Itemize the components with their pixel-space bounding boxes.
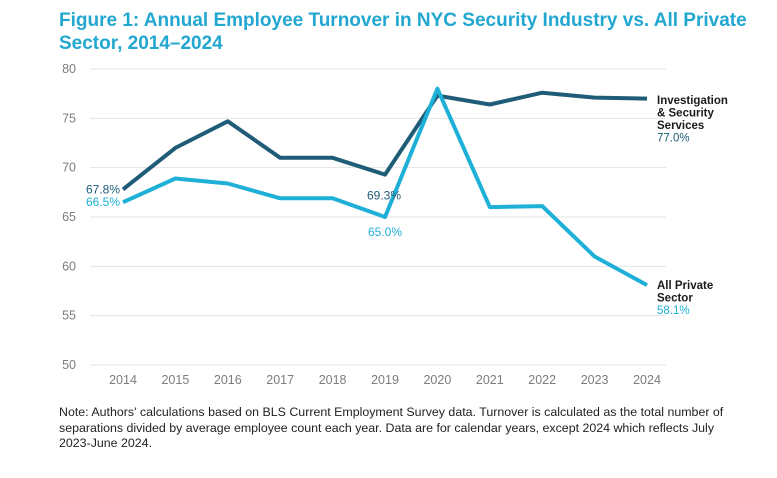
- data-labels: 67.8% 69.3% 66.5% 65.0% Investigation& Secur…: [86, 95, 728, 317]
- chart-note: Note: Authors' calculations based on BLS…: [59, 405, 724, 450]
- data-label-security: 69.3%: [367, 189, 401, 203]
- y-tick-label: 65: [62, 210, 76, 224]
- x-tick-label: 2015: [161, 373, 189, 387]
- y-tick-label: 75: [62, 111, 76, 125]
- x-axis-ticks: 2014 2015 2016 2017 2018 2019 2020 2021 2022 2023…: [109, 373, 661, 387]
- x-tick-label: 2021: [476, 373, 504, 387]
- x-tick-label: 2016: [214, 373, 242, 387]
- series-name-security: Services: [657, 120, 704, 132]
- x-tick-label: 2019: [371, 373, 399, 387]
- series-line-security: [121, 90, 648, 191]
- end-value-private: 58.1%: [657, 305, 690, 317]
- series-name-private: Sector: [657, 293, 693, 305]
- x-tick-label: 2023: [581, 373, 609, 387]
- y-tick-label: 55: [62, 309, 76, 323]
- y-tick-label: 50: [62, 358, 76, 372]
- chart-title: Figure 1: Annual Employee Turnover in NY…: [59, 10, 747, 54]
- series-line-private: [122, 86, 648, 287]
- y-tick-label: 70: [62, 161, 76, 175]
- y-axis-ticks: 50 55 60 65 70 75 80: [62, 62, 76, 372]
- series-lines: [121, 86, 648, 287]
- y-tick-label: 60: [62, 259, 76, 273]
- series-name-private: All Private: [657, 280, 713, 292]
- gridlines: [90, 68, 666, 366]
- data-label-private: 65.0%: [368, 225, 402, 239]
- data-label-private: 66.5%: [86, 195, 120, 209]
- series-name-security: & Security: [657, 108, 714, 120]
- y-tick-label: 80: [62, 62, 76, 76]
- x-tick-label: 2018: [319, 373, 347, 387]
- x-tick-label: 2022: [528, 373, 556, 387]
- x-tick-label: 2014: [109, 373, 137, 387]
- series-name-security: Investigation: [657, 95, 728, 107]
- data-label-security: 67.8%: [86, 182, 120, 196]
- x-tick-label: 2017: [266, 373, 294, 387]
- x-tick-label: 2024: [633, 373, 661, 387]
- end-value-security: 77.0%: [657, 133, 690, 145]
- x-tick-label: 2020: [423, 373, 451, 387]
